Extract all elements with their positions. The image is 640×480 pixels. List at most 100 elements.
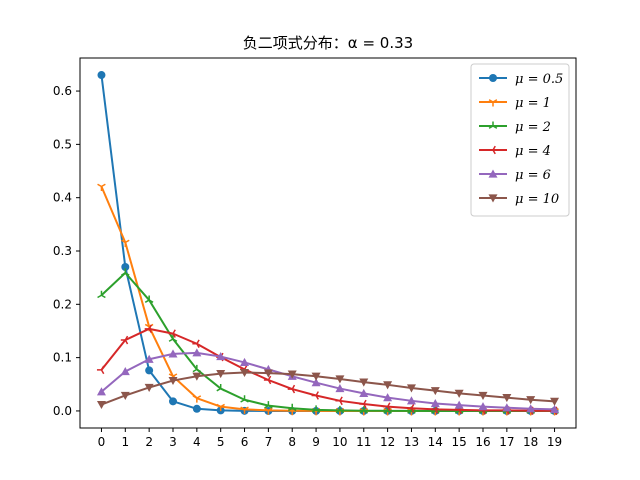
data-point [335,405,345,414]
data-point [240,406,249,414]
data-point [550,404,560,413]
data-point [359,406,369,414]
data-point [311,378,321,387]
data-point [454,400,464,409]
data-point [264,407,273,415]
legend-item: μ = 10 [479,192,559,207]
x-axis: 0 1 2 3 4 5 6 7 8 9 10 11 12 13 14 15 16 17 18 19 [98,428,562,449]
data-point [335,396,343,406]
x-tick-label: 13 [404,435,419,449]
data-point [96,387,106,396]
data-point [145,366,154,375]
x-tick-label: 11 [356,435,371,449]
data-point [97,290,106,299]
x-tick-label: 17 [499,435,514,449]
data-point [120,335,129,345]
data-point [192,372,202,381]
x-tick-label: 6 [241,435,249,449]
data-point [96,365,105,375]
x-tick-label: 19 [547,435,562,449]
data-point [406,403,415,413]
legend-label: μ = 10 [515,192,559,207]
data-point [144,354,154,363]
data-point [216,370,226,379]
data-point [287,403,297,412]
x-tick-label: 16 [475,435,490,449]
legend-marker [488,145,496,155]
legend-label: μ = 2 [515,120,551,135]
x-tick-label: 5 [217,435,225,449]
series-6 [96,368,560,410]
data-point [383,402,391,411]
data-point [311,372,321,381]
axes-frame [79,57,577,429]
series-3 [97,268,559,414]
data-point [335,384,345,393]
data-point [240,357,250,367]
data-point [502,403,512,412]
y-tick-label: 0.3 [53,244,72,258]
data-point [121,268,130,276]
data-point [478,391,488,400]
x-tick-label: 14 [428,435,443,449]
data-point [169,397,177,406]
legend-label: μ = 0.5 [515,72,563,87]
legend-item: μ = 4 [479,144,551,159]
x-tick-label: 15 [452,435,467,449]
legend-label: μ = 1 [515,96,551,111]
data-point [263,375,272,385]
series-line [101,371,555,406]
data-point [502,394,512,403]
data-point [144,295,154,303]
y-tick-label: 0.4 [53,191,72,205]
data-point [168,329,176,338]
data-point [335,375,345,384]
data-point [526,396,536,405]
y-tick-label: 0.5 [53,137,72,151]
data-point [311,391,319,400]
data-point [168,334,178,342]
data-point [192,348,202,357]
x-tick-label: 10 [332,435,347,449]
data-point [192,339,200,349]
x-tick-label: 9 [312,435,320,449]
x-tick-label: 7 [265,435,273,449]
data-point [264,401,273,409]
x-tick-label: 0 [98,435,106,449]
data-point [287,370,297,379]
data-point [168,376,178,386]
legend-item: μ = 1 [479,96,551,111]
legend-marker [488,169,498,178]
data-point [168,349,178,358]
data-point [406,396,416,405]
data-point [121,262,130,271]
series-line [100,271,555,412]
data-point [263,369,273,378]
data-point [120,391,130,400]
y-tick-label: 0.2 [53,297,72,311]
series-5 [96,348,560,413]
data-point [121,239,130,247]
data-point [430,387,440,396]
data-point [454,389,464,398]
data-point [192,395,202,403]
data-point [359,388,369,397]
legend: μ = 0.5 μ = 1 μ = 2 μ = 4 μ = 6 μ = 10 [470,63,570,217]
data-point [287,384,296,394]
legend-item: μ = 6 [479,168,551,183]
data-point [240,395,249,403]
legend-marker [488,99,498,107]
y-tick-label: 0.6 [53,84,72,98]
data-point [216,352,226,361]
data-point [550,397,560,406]
y-tick-label: 0.0 [53,404,72,418]
x-tick-label: 4 [193,435,201,449]
x-tick-label: 8 [288,435,296,449]
x-tick-label: 2 [145,435,153,449]
data-point [526,404,536,413]
data-point [97,183,106,191]
data-point [144,324,153,334]
y-tick-label: 0.1 [53,351,72,365]
data-point [97,71,106,80]
data-point [216,403,225,412]
